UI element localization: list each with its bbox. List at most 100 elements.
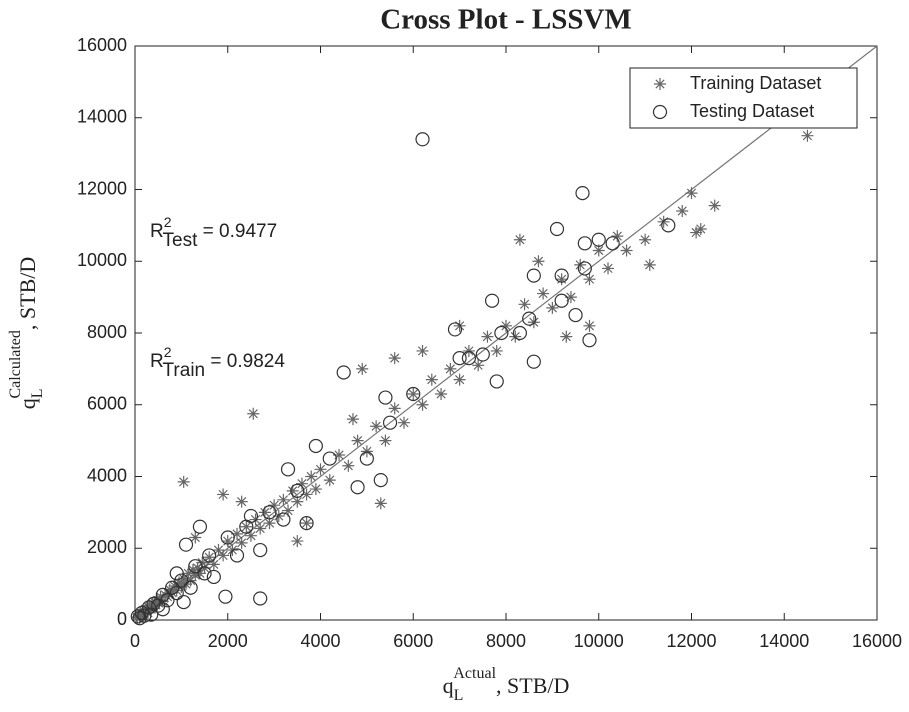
testing-point (577, 236, 592, 251)
training-point (189, 531, 202, 544)
testing-point (144, 607, 159, 622)
testing-point (137, 608, 152, 623)
testing-point (350, 480, 365, 495)
training-point (247, 407, 260, 420)
x-tick-label: 10000 (574, 631, 624, 651)
y-tick-label: 6000 (87, 394, 127, 414)
training-point (143, 599, 156, 612)
training-point (191, 561, 204, 574)
testing-point (253, 542, 268, 558)
training-point (231, 527, 244, 540)
training-point (425, 373, 438, 386)
training-point (509, 330, 522, 343)
training-point (546, 301, 559, 314)
testing-point (406, 386, 421, 402)
training-point (592, 244, 605, 257)
y-axis-label-sub: L (29, 389, 46, 399)
training-point (196, 556, 209, 569)
y-axis-label: qL Calculated, STB/D (7, 257, 46, 410)
training-point (462, 344, 475, 357)
training-point (643, 258, 656, 271)
training-point (518, 298, 531, 311)
training-point (513, 233, 526, 246)
training-point (657, 215, 670, 228)
training-point (282, 504, 295, 517)
training-point (258, 506, 271, 519)
training-point (708, 199, 721, 212)
training-point (444, 362, 457, 375)
testing-point (415, 132, 430, 147)
training-point (184, 574, 197, 587)
x-tick-label: 2000 (208, 631, 248, 651)
testing-point (174, 573, 189, 588)
training-point (500, 319, 512, 332)
training-point (351, 434, 364, 447)
testing-point (489, 374, 504, 389)
reference-line (134, 45, 878, 621)
testing-point (554, 293, 569, 308)
training-point (147, 600, 160, 613)
training-point (416, 344, 429, 357)
testing-point (229, 548, 245, 563)
training-point (217, 549, 230, 562)
training-point (690, 226, 703, 239)
testing-point (452, 351, 467, 366)
training-point (295, 477, 308, 490)
training-point (360, 445, 373, 458)
training-point (173, 576, 186, 589)
testing-point (276, 512, 291, 527)
training-point (154, 590, 167, 603)
testing-point (577, 261, 592, 276)
training-point (583, 319, 596, 332)
training-point (166, 586, 179, 599)
y-tick-label: 10000 (77, 250, 127, 270)
testing-point (475, 347, 490, 362)
testing-point (336, 365, 351, 380)
testing-point (290, 483, 305, 498)
training-point (207, 558, 220, 571)
training-point (226, 544, 239, 557)
training-point (481, 330, 494, 343)
training-point (235, 495, 248, 508)
testing-point (220, 530, 235, 545)
testing-point (512, 325, 528, 341)
training-point (170, 584, 183, 597)
training-point (620, 244, 633, 257)
training-point (574, 258, 587, 271)
training-point (453, 319, 466, 332)
testing-point (299, 516, 314, 531)
testing-point (554, 268, 569, 283)
testing-point (494, 325, 509, 341)
annotation: R2 Test = 0.9477 (150, 214, 277, 251)
training-point (221, 535, 234, 548)
training-point (416, 398, 429, 411)
training-point (564, 291, 577, 304)
training-point (537, 287, 550, 300)
training-point (272, 509, 285, 522)
y-axis-label-rest: , STB/D (15, 257, 40, 330)
testing-point (582, 333, 597, 348)
x-tick-label: 14000 (759, 631, 809, 651)
testing-point (243, 508, 259, 524)
training-point (583, 273, 596, 286)
y-axis-label-base: q (15, 398, 40, 409)
testing-point (378, 390, 393, 405)
training-point (305, 470, 318, 483)
training-point (611, 230, 624, 243)
training-point (453, 373, 466, 386)
annotation: R2 Train = 0.9824 (150, 344, 285, 381)
training-point (490, 344, 503, 357)
training-point (291, 535, 304, 548)
training-point (180, 578, 193, 591)
training-point (163, 583, 176, 596)
training-point (263, 517, 276, 530)
training-point (356, 362, 369, 375)
training-point (244, 529, 257, 542)
training-point (177, 475, 190, 488)
training-point (801, 129, 814, 142)
training-point (249, 513, 262, 526)
y-tick-label: 12000 (77, 178, 127, 198)
training-point (532, 255, 545, 268)
testing-point (461, 351, 476, 366)
